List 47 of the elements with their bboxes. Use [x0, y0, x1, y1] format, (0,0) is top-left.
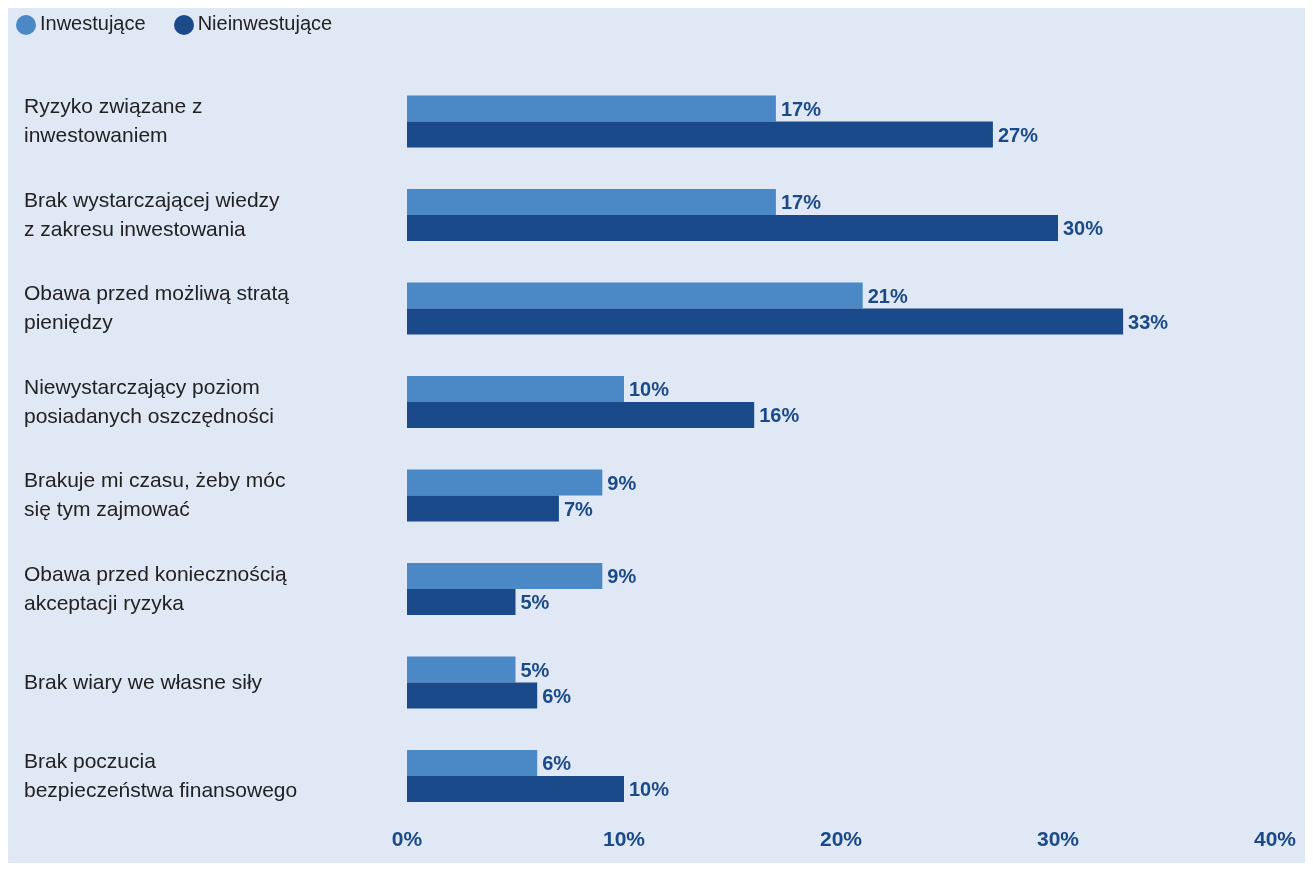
data-label: 10% [629, 378, 670, 401]
legend-label: Nieinwestujące [197, 12, 333, 34]
y-tick-label: Obawa przed koniecznością akceptacji ryzyka [24, 561, 287, 614]
y-tick-label: Niewystarczający poziom posiadanych oszczędności [24, 374, 274, 427]
bar [407, 376, 624, 403]
y-tick-label: Brakuje mi czasu, żeby móc się tym zajmować [24, 467, 286, 520]
y-tick-label: Ryzyko związane z inwestowaniem [24, 93, 203, 146]
bar [407, 121, 993, 148]
data-label: 30% [1063, 217, 1104, 240]
bar [407, 469, 603, 496]
data-label: 10% [629, 778, 670, 801]
bar [407, 589, 516, 616]
bar [407, 215, 1058, 242]
bar [407, 563, 603, 590]
data-label: 9% [607, 565, 637, 588]
data-label: 17% [780, 191, 822, 214]
data-label: 9% [607, 471, 637, 494]
x-tick-label: 40% [1253, 826, 1297, 850]
y-tick-label: Brak wiary we własne siły [24, 669, 263, 693]
bar [407, 95, 776, 122]
data-label: 6% [542, 684, 572, 707]
data-label: 5% [520, 591, 550, 614]
bar [407, 495, 559, 522]
y-tick-label: Obawa przed możliwą stratą pieniędzy [24, 280, 290, 333]
bar [407, 282, 863, 309]
bar [407, 189, 776, 216]
x-tick-label: 0% [391, 826, 423, 850]
bar [407, 776, 624, 803]
x-tick-label: 30% [1036, 826, 1080, 850]
bar [407, 656, 516, 683]
data-label: 6% [542, 752, 572, 775]
data-label: 27% [997, 123, 1039, 146]
y-tick-label: Brak wystarczającej wiedzy z zakresu inwestowania [24, 187, 281, 240]
data-label: 17% [780, 97, 822, 120]
data-label: 16% [759, 404, 800, 427]
data-label: 5% [520, 658, 550, 681]
x-tick-label: 20% [819, 826, 863, 850]
bar [407, 682, 538, 709]
x-tick-label: 10% [602, 826, 646, 850]
data-label: 7% [563, 497, 594, 520]
bar [407, 308, 1124, 335]
legend-label: Inwestujące [40, 12, 146, 34]
bar [407, 750, 538, 777]
data-label: 21% [867, 284, 908, 307]
y-tick-label: Brak poczucia bezpieczeństwa finansowego [24, 748, 298, 801]
data-label: 33% [1128, 310, 1169, 333]
bar [407, 402, 755, 429]
